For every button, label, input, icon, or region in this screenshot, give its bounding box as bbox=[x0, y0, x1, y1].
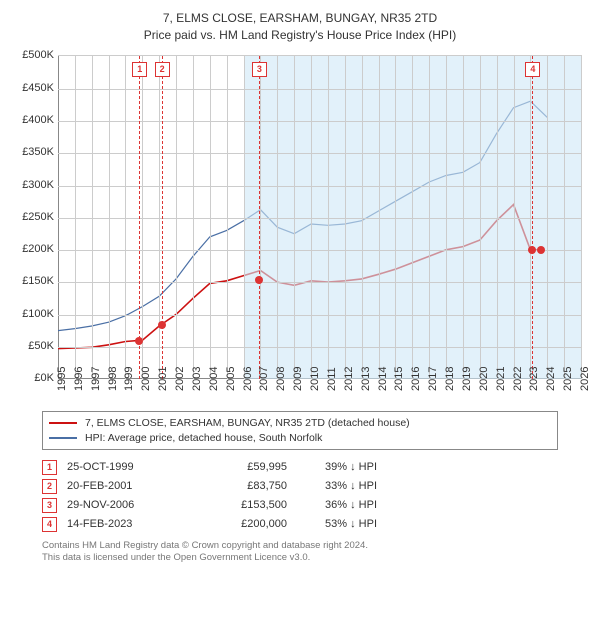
x-tick-label: 2022 bbox=[512, 367, 524, 391]
plot-area: 12 3 4 bbox=[58, 55, 582, 379]
sale-dot bbox=[528, 246, 536, 254]
x-tick-label: 2013 bbox=[360, 367, 372, 391]
x-tick-label: 2006 bbox=[242, 367, 254, 391]
x-tick-label: 2011 bbox=[326, 368, 338, 392]
legend-label: HPI: Average price, detached house, Sout… bbox=[85, 431, 322, 445]
y-tick-label: £300K bbox=[12, 179, 54, 191]
x-tick-label: 2001 bbox=[157, 367, 169, 391]
legend-swatch bbox=[49, 437, 77, 439]
x-tick-label: 2026 bbox=[579, 367, 591, 391]
x-tick-label: 2002 bbox=[174, 367, 186, 391]
x-tick-label: 2020 bbox=[478, 367, 490, 391]
footer-line1: Contains HM Land Registry data © Crown c… bbox=[42, 540, 558, 552]
x-tick-label: 1999 bbox=[123, 367, 135, 391]
chart-area: 12 3 4 £0K £50K £100K £150K £200K £250K £300K £35… bbox=[12, 51, 588, 401]
x-tick-label: 1997 bbox=[90, 367, 102, 391]
y-tick-label: £0K bbox=[12, 372, 54, 384]
y-tick-label: £250K bbox=[12, 211, 54, 223]
chart-subtitle: Price paid vs. HM Land Registry's House … bbox=[12, 27, 588, 43]
x-tick-label: 2024 bbox=[545, 367, 557, 391]
sale-dot bbox=[158, 321, 166, 329]
sale-price: £153,500 bbox=[197, 499, 287, 511]
sale-date: 14-FEB-2023 bbox=[67, 518, 187, 530]
sale-price: £83,750 bbox=[197, 480, 287, 492]
sale-row: 2 20-FEB-2001 £83,750 33% ↓ HPI bbox=[42, 477, 558, 496]
x-tick-label: 2012 bbox=[343, 367, 355, 391]
x-tick-label: 2009 bbox=[292, 367, 304, 391]
chart-title: 7, ELMS CLOSE, EARSHAM, BUNGAY, NR35 2TD bbox=[12, 10, 588, 26]
x-tick-label: 2016 bbox=[410, 367, 422, 391]
sale-date: 29-NOV-2006 bbox=[67, 499, 187, 511]
x-tick-label: 2014 bbox=[377, 367, 389, 391]
sale-row: 1 25-OCT-1999 £59,995 39% ↓ HPI bbox=[42, 458, 558, 477]
sale-date: 20-FEB-2001 bbox=[67, 480, 187, 492]
sale-price: £59,995 bbox=[197, 461, 287, 473]
footer-line2: This data is licensed under the Open Gov… bbox=[42, 552, 558, 564]
sale-marker: 3 bbox=[252, 62, 267, 77]
page: 7, ELMS CLOSE, EARSHAM, BUNGAY, NR35 2TD… bbox=[0, 0, 600, 620]
x-tick-label: 2005 bbox=[225, 367, 237, 391]
sale-row: 4 14-FEB-2023 £200,000 53% ↓ HPI bbox=[42, 515, 558, 534]
sale-row-marker: 3 bbox=[42, 498, 57, 513]
y-tick-label: £450K bbox=[12, 82, 54, 94]
x-tick-label: 2008 bbox=[275, 367, 287, 391]
sale-delta: 53% ↓ HPI bbox=[297, 518, 377, 530]
x-tick-label: 2019 bbox=[461, 367, 473, 391]
x-tick-label: 2003 bbox=[191, 367, 203, 391]
x-tick-label: 1996 bbox=[73, 367, 85, 391]
y-tick-label: £150K bbox=[12, 275, 54, 287]
sale-date: 25-OCT-1999 bbox=[67, 461, 187, 473]
sale-marker: 4 bbox=[525, 62, 540, 77]
sale-delta: 36% ↓ HPI bbox=[297, 499, 377, 511]
y-tick-label: £200K bbox=[12, 243, 54, 255]
footer: Contains HM Land Registry data © Crown c… bbox=[42, 540, 558, 565]
sale-delta: 39% ↓ HPI bbox=[297, 461, 377, 473]
sale-row-marker: 2 bbox=[42, 479, 57, 494]
x-tick-label: 2023 bbox=[528, 367, 540, 391]
x-tick-label: 2004 bbox=[208, 367, 220, 391]
y-tick-label: £400K bbox=[12, 114, 54, 126]
x-tick-label: 2017 bbox=[427, 367, 439, 391]
x-tick-label: 2010 bbox=[309, 367, 321, 391]
x-tick-label: 2007 bbox=[258, 367, 270, 391]
y-tick-label: £100K bbox=[12, 308, 54, 320]
x-tick-label: 1998 bbox=[107, 367, 119, 391]
legend-row: 7, ELMS CLOSE, EARSHAM, BUNGAY, NR35 2TD… bbox=[49, 416, 551, 430]
legend-row: HPI: Average price, detached house, Sout… bbox=[49, 431, 551, 445]
sale-dot bbox=[135, 337, 143, 345]
sale-price: £200,000 bbox=[197, 518, 287, 530]
sale-marker: 1 bbox=[132, 62, 147, 77]
sale-row-marker: 4 bbox=[42, 517, 57, 532]
x-tick-label: 1995 bbox=[56, 367, 68, 391]
legend: 7, ELMS CLOSE, EARSHAM, BUNGAY, NR35 2TD… bbox=[42, 411, 558, 449]
sales-table: 1 25-OCT-1999 £59,995 39% ↓ HPI 2 20-FEB-2001… bbox=[42, 458, 558, 534]
sale-dot bbox=[255, 276, 263, 284]
legend-label: 7, ELMS CLOSE, EARSHAM, BUNGAY, NR35 2TD… bbox=[85, 416, 410, 430]
x-tick-label: 2025 bbox=[562, 367, 574, 391]
legend-swatch bbox=[49, 422, 77, 424]
sale-delta: 33% ↓ HPI bbox=[297, 480, 377, 492]
y-tick-label: £350K bbox=[12, 146, 54, 158]
x-tick-label: 2000 bbox=[140, 367, 152, 391]
y-tick-label: £50K bbox=[12, 340, 54, 352]
sale-row: 3 29-NOV-2006 £153,500 36% ↓ HPI bbox=[42, 496, 558, 515]
y-tick-label: £500K bbox=[12, 49, 54, 61]
x-tick-label: 2015 bbox=[393, 367, 405, 391]
sale-row-marker: 1 bbox=[42, 460, 57, 475]
x-tick-label: 2018 bbox=[444, 367, 456, 391]
x-tick-label: 2021 bbox=[495, 367, 507, 391]
sale-marker: 2 bbox=[155, 62, 170, 77]
